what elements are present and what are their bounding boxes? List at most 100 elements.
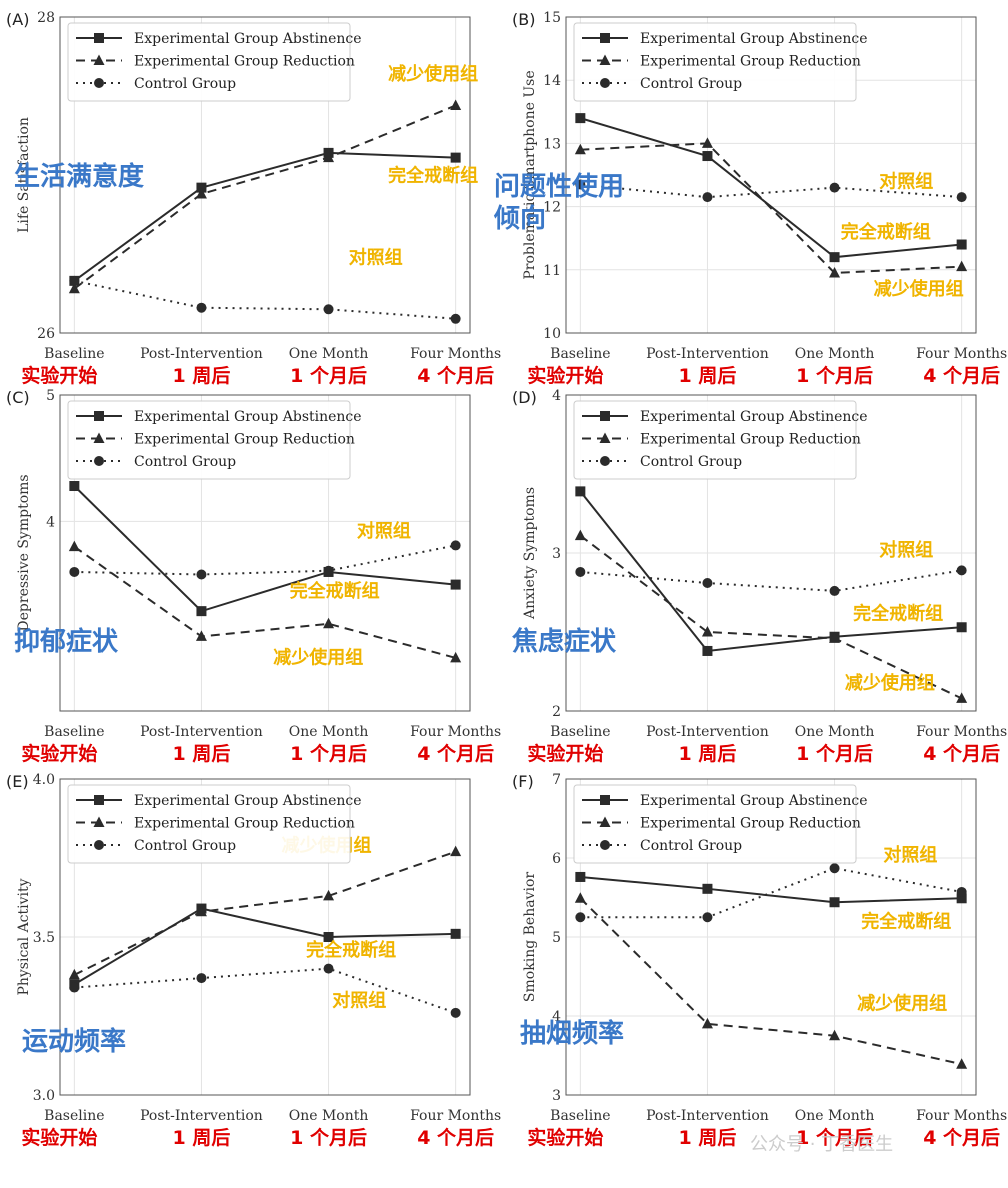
y-tick-label: 4 bbox=[552, 1009, 561, 1025]
legend-entry: Control Group bbox=[134, 454, 236, 470]
legend: Experimental Group Abstinence Experimenta… bbox=[573, 400, 868, 480]
series-cn-annotation: 对照组 bbox=[332, 990, 386, 1012]
x-tick-label: Four Months bbox=[410, 1108, 501, 1124]
x-tick-label: Baseline bbox=[550, 1108, 610, 1124]
x-tick-label: One Month bbox=[795, 346, 875, 362]
series-cn-annotation: 对照组 bbox=[879, 171, 933, 193]
timepoint-cn-label: 1 个月后 bbox=[796, 1127, 873, 1149]
legend-box bbox=[67, 22, 351, 102]
legend-marker-circle bbox=[600, 456, 610, 466]
panel-label: (E) bbox=[6, 772, 29, 791]
measure-cn-label: 焦虑症状 bbox=[512, 626, 617, 657]
y-tick-label: 2 bbox=[552, 704, 561, 720]
data-point-square bbox=[196, 606, 207, 617]
y-axis-label: Problematic Smartphone Use bbox=[522, 70, 538, 279]
timepoint-cn-label: 实验开始 bbox=[527, 364, 603, 387]
timepoint-cn-label: 1 周后 bbox=[679, 365, 737, 387]
timepoint-cn-label: 1 周后 bbox=[679, 1127, 737, 1149]
legend-entry: Control Group bbox=[134, 838, 236, 854]
legend-entry: Control Group bbox=[640, 838, 742, 854]
y-tick-label: 11 bbox=[543, 263, 561, 279]
data-point-triangle bbox=[956, 1058, 968, 1069]
timepoint-cn-label: 1 周后 bbox=[173, 365, 231, 387]
x-tick-label: Baseline bbox=[550, 724, 610, 740]
data-point-circle bbox=[956, 565, 967, 576]
y-axis-label: Anxiety Symptoms bbox=[522, 487, 538, 620]
timepoint-cn-label: 1 个月后 bbox=[290, 1127, 367, 1149]
y-tick-label: 26 bbox=[37, 326, 55, 342]
legend-marker-triangle bbox=[599, 432, 611, 443]
plot-frame bbox=[565, 16, 977, 334]
legend-entry: Experimental Group Abstinence bbox=[134, 793, 362, 809]
data-point-square bbox=[575, 113, 586, 124]
y-tick-label: 12 bbox=[543, 200, 561, 216]
data-point-triangle bbox=[956, 260, 968, 272]
panel-label: (F) bbox=[512, 772, 534, 791]
data-point-square bbox=[956, 622, 967, 633]
timepoint-cn-label: 实验开始 bbox=[527, 742, 603, 765]
data-point-triangle bbox=[195, 905, 207, 917]
data-point-circle bbox=[575, 179, 586, 190]
data-point-square bbox=[575, 486, 586, 497]
legend-marker-triangle bbox=[599, 54, 611, 65]
panel-c: 4 5 Baseline Post-Intervention One Month Four… bbox=[6, 388, 501, 765]
legend-entry: Control Group bbox=[640, 454, 742, 470]
panel-f: 3 4 5 6 7 Baseline Post-Intervention One Month F… bbox=[512, 772, 1007, 1149]
series-cn-annotation: 完全戒断组 bbox=[853, 602, 943, 624]
timepoint-cn-label: 实验开始 bbox=[21, 742, 97, 765]
data-point-triangle bbox=[829, 632, 841, 643]
measure-cn-label: 运动频率 bbox=[22, 1026, 126, 1057]
timepoint-cn-label: 1 周后 bbox=[173, 1127, 231, 1149]
legend-marker-square bbox=[94, 795, 104, 805]
data-point-square bbox=[956, 893, 967, 904]
y-axis-label: Physical Activity bbox=[16, 878, 32, 995]
series-cn-annotation: 对照组 bbox=[349, 246, 403, 268]
series-line-2 bbox=[580, 569, 962, 592]
x-tick-label: Baseline bbox=[550, 346, 610, 362]
legend: Experimental Group Abstinence Experimenta… bbox=[67, 22, 362, 102]
series-line-1 bbox=[73, 104, 457, 290]
plot-frame bbox=[59, 16, 471, 334]
legend-marker-circle bbox=[94, 456, 104, 466]
data-point-circle bbox=[69, 982, 80, 993]
series-cn-annotation: 完全戒断组 bbox=[306, 939, 396, 961]
data-point-circle bbox=[575, 566, 586, 577]
legend-entry: Control Group bbox=[134, 76, 236, 92]
y-tick-label: 4 bbox=[552, 388, 561, 404]
y-tick-label: 3 bbox=[552, 546, 561, 562]
timepoint-cn-label: 1 周后 bbox=[173, 743, 231, 765]
panel-label: (B) bbox=[512, 10, 535, 29]
data-point-triangle bbox=[829, 1029, 841, 1041]
panel-label: (A) bbox=[6, 10, 29, 29]
series-cn-annotation: 对照组 bbox=[357, 520, 411, 542]
legend-box bbox=[573, 400, 857, 480]
series-cn-annotation: 完全戒断组 bbox=[290, 580, 380, 602]
y-tick-label: 28 bbox=[37, 10, 55, 26]
series-cn-annotation: 对照组 bbox=[879, 539, 933, 561]
panel-b: 10 11 12 13 14 15 Baseline Post-Intervention One… bbox=[493, 10, 1007, 387]
timepoint-cn-label: 实验开始 bbox=[527, 1126, 603, 1149]
timepoint-cn-label: 1 个月后 bbox=[290, 365, 367, 387]
data-point-square bbox=[450, 579, 461, 590]
x-tick-label: Post-Intervention bbox=[140, 1108, 263, 1124]
x-tick-label: Four Months bbox=[916, 1108, 1007, 1124]
data-point-triangle bbox=[195, 187, 207, 199]
series-cn-annotation: 减少使用组 bbox=[857, 993, 947, 1015]
data-point-circle bbox=[575, 912, 586, 923]
x-tick-label: Baseline bbox=[44, 724, 104, 740]
series-cn-annotation: 减少使用组 bbox=[874, 278, 964, 300]
legend-marker-square bbox=[600, 411, 610, 421]
legend-marker-triangle bbox=[93, 54, 105, 65]
data-point-triangle bbox=[574, 892, 586, 903]
legend: Experimental Group Abstinence Experimenta… bbox=[573, 22, 868, 102]
series-line-2 bbox=[74, 279, 456, 320]
y-axis-label: Depressive Symptoms bbox=[16, 474, 32, 631]
x-tick-label: Four Months bbox=[410, 724, 501, 740]
data-point-circle bbox=[702, 192, 713, 203]
legend-marker-square bbox=[600, 33, 610, 43]
panel-label: (C) bbox=[6, 388, 30, 407]
measure-cn-label: 抑郁症状 bbox=[14, 626, 119, 657]
timepoint-cn-label: 4 个月后 bbox=[417, 1127, 494, 1149]
legend-box bbox=[67, 400, 351, 480]
